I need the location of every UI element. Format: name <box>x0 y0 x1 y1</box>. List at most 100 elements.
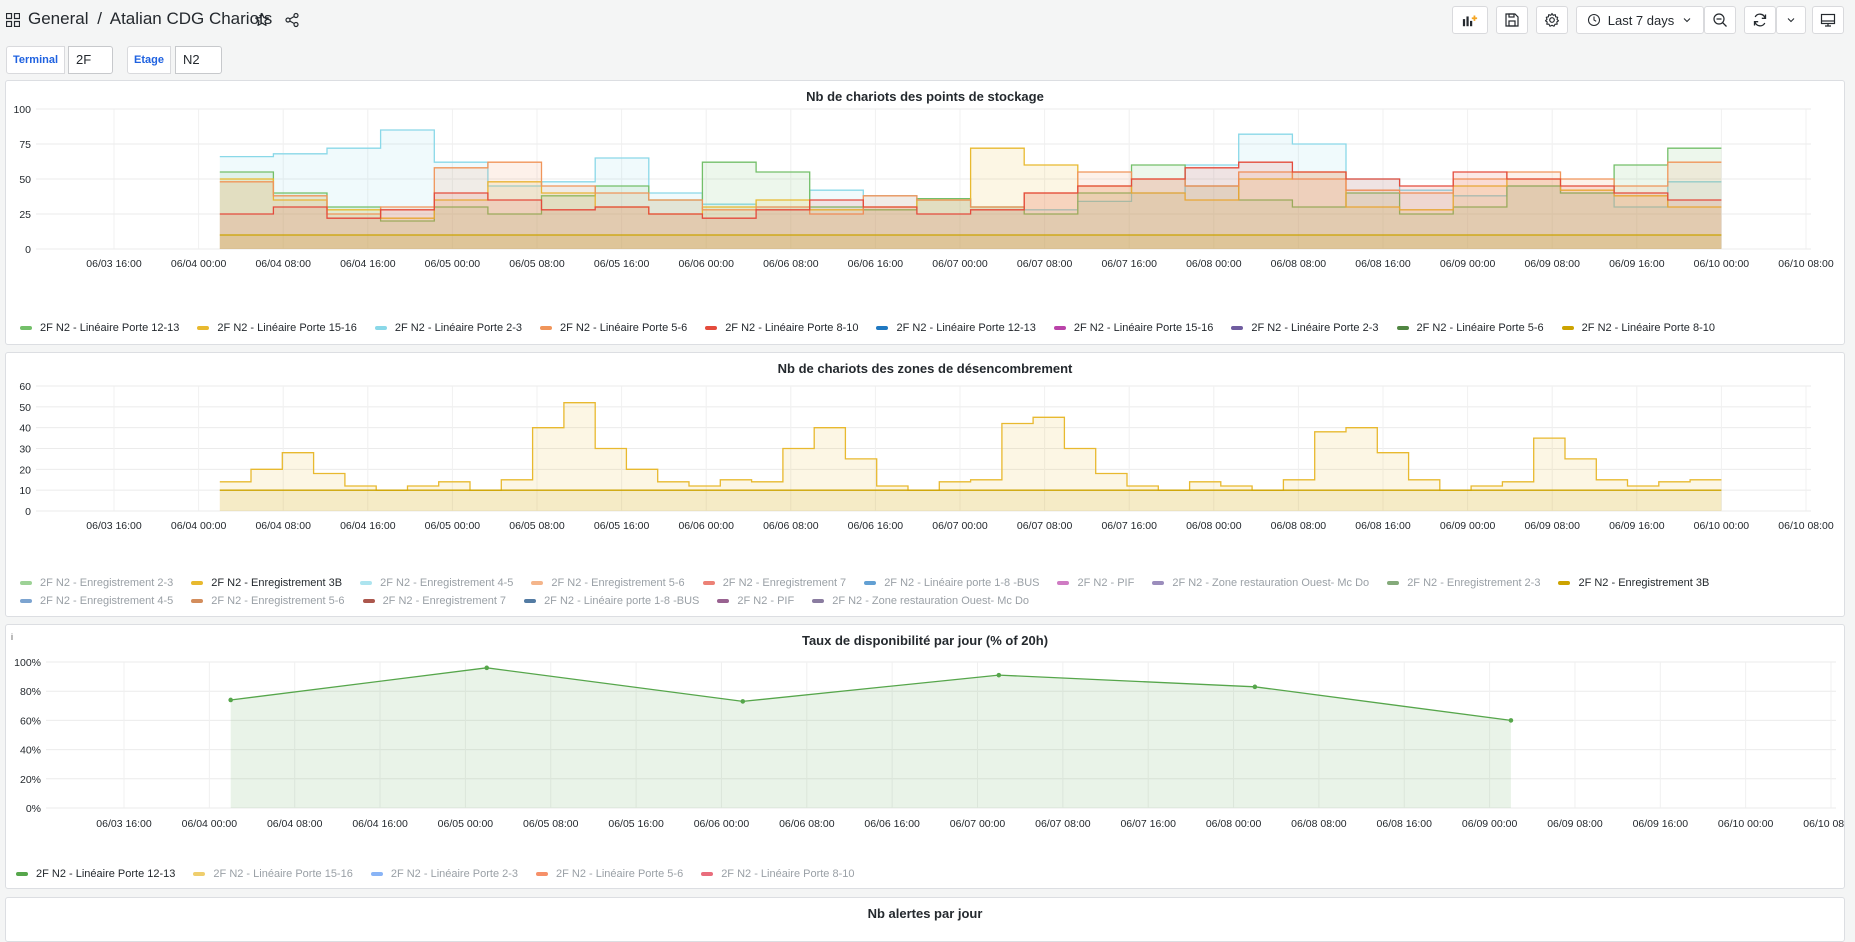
legend-item[interactable]: 2F N2 - Zone restauration Ouest- Mc Do <box>812 594 1029 608</box>
x-tick-label: 06/06 00:00 <box>678 258 734 270</box>
legend-item[interactable]: 2F N2 - Linéaire Porte 8-10 <box>701 867 854 881</box>
chart-legend: 2F N2 - Linéaire Porte 12-13 2F N2 - Liné… <box>20 321 1840 335</box>
refresh-button[interactable] <box>1744 6 1776 34</box>
legend-item[interactable]: 2F N2 - Linéaire Porte 15-16 <box>193 867 353 881</box>
legend-label: 2F N2 - Linéaire Porte 8-10 <box>725 322 859 334</box>
availability-chart[interactable]: 0% 20% 40% 60% 80% 100% 06/03 16:00 06/04 00:00… <box>6 625 1845 870</box>
legend-item[interactable]: 2F N2 - Enregistrement 3B <box>191 576 342 590</box>
legend-item[interactable]: 2F N2 - Linéaire Porte 12-13 <box>16 867 175 881</box>
legend-item[interactable]: 2F N2 - PIF <box>1057 576 1134 590</box>
legend-item[interactable]: 2F N2 - Enregistrement 4-5 <box>360 576 513 590</box>
x-tick-label: 06/09 00:00 <box>1440 258 1496 270</box>
legend-item[interactable]: 2F N2 - Zone restauration Ouest- Mc Do <box>1152 576 1369 590</box>
legend-swatch <box>1561 326 1574 330</box>
legend-item[interactable]: 2F N2 - Linéaire Porte 12-13 <box>876 321 1036 335</box>
x-tick-label: 06/10 00:00 <box>1694 258 1750 270</box>
x-tick-label: 06/08 00:00 <box>1206 818 1262 830</box>
tv-mode-button[interactable] <box>1812 6 1844 34</box>
variable-select-terminal[interactable]: 2F <box>68 46 113 88</box>
panel-alerts[interactable]: Nb alertes par jour <box>5 897 1845 942</box>
legend-label: 2F N2 - Enregistrement 3B <box>211 577 343 589</box>
info-icon[interactable]: i <box>11 632 13 642</box>
legend-item[interactable]: 2F N2 - Enregistrement 2-3 <box>1387 576 1540 590</box>
legend-item[interactable]: 2F N2 - Linéaire Porte 5-6 <box>1396 321 1544 335</box>
x-tick-label: 06/09 00:00 <box>1440 520 1496 532</box>
y-tick-label: 30 <box>19 444 31 456</box>
data-point[interactable] <box>996 672 1002 678</box>
share-icon[interactable] <box>284 12 300 28</box>
dashboards-grid-icon[interactable] <box>6 13 20 27</box>
dashboard-title[interactable]: Atalian CDG Chariots <box>109 9 273 28</box>
x-tick-label: 06/07 00:00 <box>950 818 1006 830</box>
series-area <box>219 235 1722 249</box>
storage-chart[interactable]: 0 25 50 75 100 06/03 16:00 06/04 00:00 06/04 08… <box>6 81 1845 316</box>
data-point[interactable] <box>1252 684 1258 690</box>
legend-item[interactable]: 2F N2 - PIF <box>717 594 794 608</box>
y-tick-label: 50 <box>19 174 31 186</box>
x-tick-label: 06/06 00:00 <box>678 520 734 532</box>
legend-swatch <box>717 599 730 603</box>
panel-title: Taux de disponibilité par jour (% of 20h… <box>801 633 1049 648</box>
legend-label: 2F N2 - Linéaire Porte 2-3 <box>390 868 519 880</box>
legend-item[interactable]: 2F N2 - Enregistrement 3B <box>1558 576 1709 590</box>
data-point[interactable] <box>484 665 490 671</box>
save-dashboard-button[interactable] <box>1496 6 1528 34</box>
legend-swatch <box>20 326 32 330</box>
legend-item[interactable]: 2F N2 - Linéaire Porte 8-10 <box>1561 321 1715 335</box>
x-tick-label: 06/04 16:00 <box>340 258 396 270</box>
legend-swatch <box>524 599 537 603</box>
panel-availability[interactable]: i Taux de disponibilité par jour (% of 2… <box>5 624 1845 889</box>
legend-label: 2F N2 - Linéaire Porte 8-10 <box>1581 322 1715 334</box>
y-tick-label: 0 <box>25 244 31 256</box>
x-tick-label: 06/09 08:00 <box>1524 258 1580 270</box>
y-tick-label: 80% <box>20 686 41 698</box>
legend-item[interactable]: 2F N2 - Enregistrement 7 <box>362 594 507 608</box>
x-tick-label: 06/10 00:00 <box>1718 818 1774 830</box>
legend-label: 2F N2 - PIF <box>1077 577 1135 589</box>
legend-item[interactable]: 2F N2 - Enregistrement 4-5 <box>20 594 173 608</box>
legend-item[interactable]: 2F N2 - Linéaire Porte 15-16 <box>1053 321 1213 335</box>
legend-item[interactable]: 2F N2 - Linéaire Porte 15-16 <box>197 321 357 335</box>
legend-label: 2F N2 - Linéaire Porte 15-16 <box>213 868 353 880</box>
legend-item[interactable]: 2F N2 - Enregistrement 7 <box>702 576 846 590</box>
legend-label: 2F N2 - Linéaire Porte 15-16 <box>217 322 357 334</box>
star-icon[interactable] <box>254 12 270 28</box>
variable-select-etage[interactable]: N2 <box>175 46 222 88</box>
x-tick-label: 06/07 08:00 <box>1017 520 1073 532</box>
legend-label: 2F N2 - Linéaire Porte 5-6 <box>556 868 684 880</box>
x-tick-label: 06/07 16:00 <box>1120 818 1176 830</box>
variable-label-etage: Etage <box>127 46 171 74</box>
refresh-interval-dropdown[interactable] <box>1776 6 1806 34</box>
legend-item[interactable]: 2F N2 - Linéaire Porte 8-10 <box>705 321 858 335</box>
legend-item[interactable]: 2F N2 - Linéaire Porte 5-6 <box>536 867 683 881</box>
legend-item[interactable]: 2F N2 - Enregistrement 5-6 <box>191 594 345 608</box>
legend-item[interactable]: 2F N2 - Enregistrement 2-3 <box>20 576 173 590</box>
legend-item[interactable]: 2F N2 - Linéaire Porte 2-3 <box>370 867 519 881</box>
legend-item[interactable]: 2F N2 - Linéaire Porte 12-13 <box>20 321 179 335</box>
panel-storage-points[interactable]: Nb de chariots des points de stockage 0 2… <box>5 80 1845 345</box>
data-point[interactable] <box>228 697 233 703</box>
legend-label: 2F N2 - Enregistrement 7 <box>382 595 507 607</box>
legend-item[interactable]: 2F N2 - Enregistrement 5-6 <box>531 576 685 590</box>
clearing-chart[interactable]: 0 10 20 30 40 50 60 06/03 16:00 06/04 00:00 06/04… <box>6 353 1845 578</box>
legend-item[interactable]: 2F N2 - Linéaire porte 1-8 -BUS <box>524 594 699 608</box>
panel-clearing-zones[interactable]: Nb de chariots des zones de désencombrem… <box>5 352 1845 617</box>
legend-swatch <box>16 872 28 876</box>
x-tick-label: 06/09 08:00 <box>1547 818 1603 830</box>
legend-item[interactable]: 2F N2 - Linéaire Porte 2-3 <box>1231 321 1379 335</box>
settings-button[interactable] <box>1536 6 1568 34</box>
legend-item[interactable]: 2F N2 - Linéaire Porte 5-6 <box>540 321 687 335</box>
add-panel-button[interactable] <box>1452 6 1488 34</box>
x-tick-label: 06/04 00:00 <box>171 258 227 270</box>
data-point[interactable] <box>1508 718 1514 723</box>
legend-item[interactable]: 2F N2 - Linéaire porte 1-8 -BUS <box>864 576 1039 590</box>
breadcrumb-root[interactable]: General <box>28 9 89 28</box>
x-tick-label: 06/08 08:00 <box>1291 818 1347 830</box>
legend-label: 2F N2 - Linéaire porte 1-8 -BUS <box>884 577 1040 589</box>
y-tick-label: 60% <box>20 715 41 727</box>
legend-item[interactable]: 2F N2 - Linéaire Porte 2-3 <box>374 321 522 335</box>
zoom-out-button[interactable] <box>1704 6 1736 34</box>
x-tick-label: 06/09 00:00 <box>1462 818 1518 830</box>
data-point[interactable] <box>740 699 746 704</box>
time-range-picker[interactable]: Last 7 days <box>1576 6 1704 34</box>
